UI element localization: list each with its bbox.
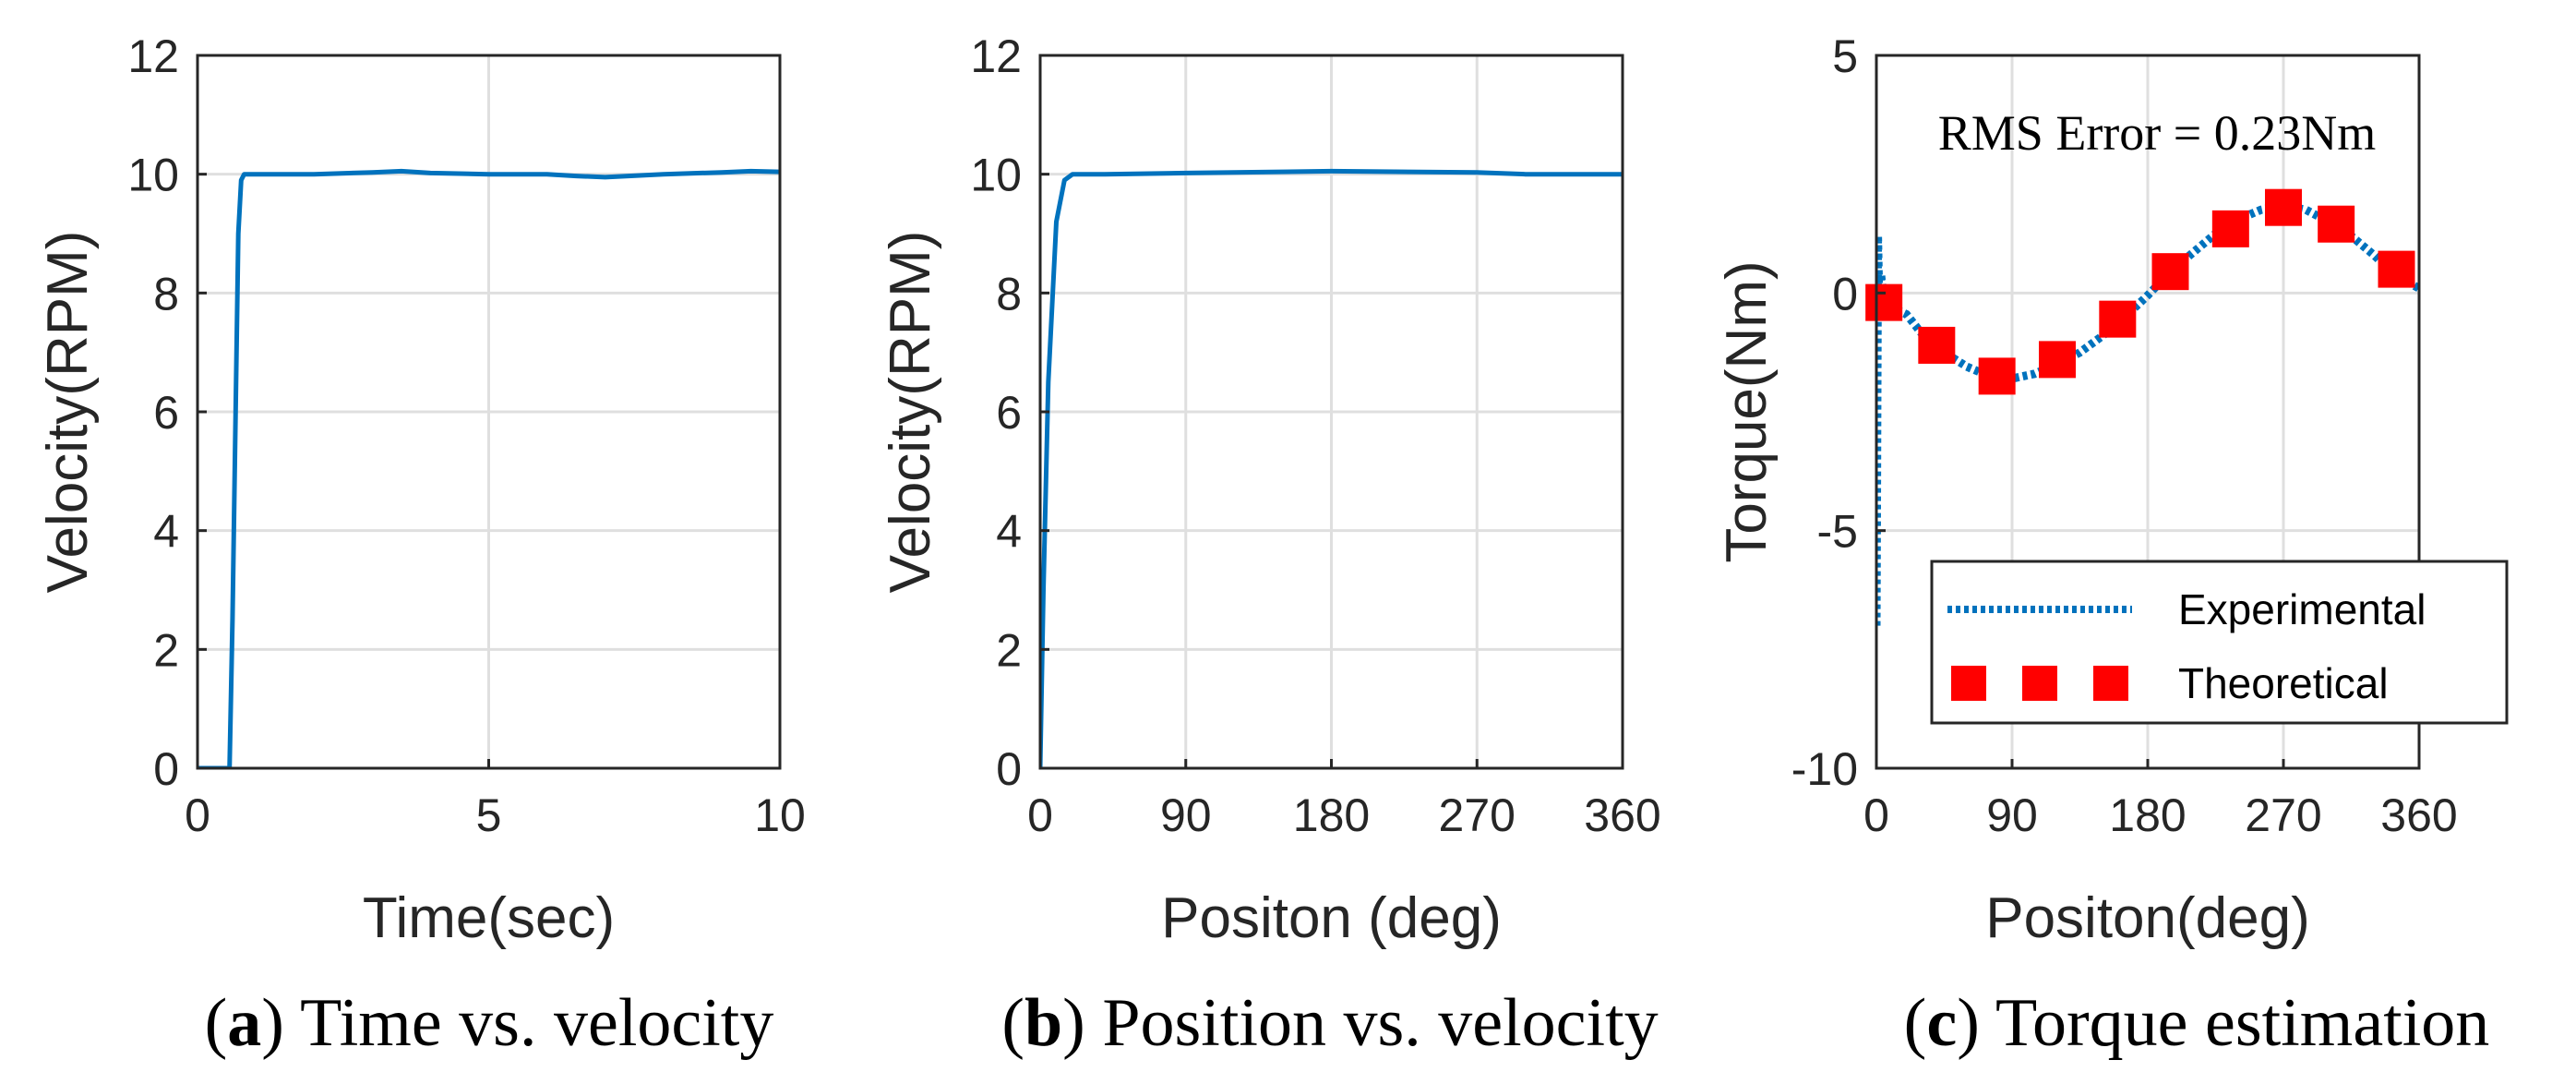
chart-c-legend-experimental-label: Experimental xyxy=(2178,585,2426,633)
chart-a-xtick-label-0: 0 xyxy=(185,789,210,841)
chart-a-ytick-label-4: 8 xyxy=(153,268,179,319)
chart-c-series-theoretical-marker-8 xyxy=(2318,205,2355,243)
chart-c-xtick-label-3: 270 xyxy=(2245,789,2321,841)
chart-c-xtick-label-0: 0 xyxy=(1863,789,1889,841)
chart-b-ytick-label-4: 8 xyxy=(996,268,1022,319)
chart-a-xlabel: Time(sec) xyxy=(363,886,615,950)
chart-b-ylabel: Velocity(RPM) xyxy=(879,231,942,594)
chart-c: 0 90 180 270 360 -10 -5 0 5 Positon(deg) Torque(Nm… xyxy=(1715,30,2509,1061)
chart-b-caption: (b) Position vs. velocity xyxy=(1001,985,1658,1061)
chart-b-xtick-label-4: 360 xyxy=(1584,789,1660,841)
chart-c-legend-theoretical-swatch-2 xyxy=(2093,666,2128,701)
chart-b-xtick-label-3: 270 xyxy=(1439,789,1516,841)
chart-c-xtick-label-1: 90 xyxy=(1986,789,2038,841)
chart-a: 0 5 10 0 2 4 6 8 10 12 Time(sec) Velocity(RPM) (a) T… xyxy=(36,30,806,1061)
chart-c-series-theoretical-marker-5 xyxy=(2151,253,2189,291)
chart-a-ytick-label-3: 6 xyxy=(153,387,179,439)
chart-c-series-theoretical-marker-1 xyxy=(1918,326,1956,364)
chart-c-caption-open-paren: ( xyxy=(1904,985,1927,1061)
chart-c-ytick-label-2: 0 xyxy=(1832,268,1858,319)
chart-b-ytick-label-1: 2 xyxy=(996,624,1022,676)
chart-b-ytick-label-3: 6 xyxy=(996,387,1022,439)
chart-c-caption-letter: c xyxy=(1926,985,1957,1061)
chart-a-caption-close-paren: ) xyxy=(261,985,300,1061)
chart-c-legend-theoretical-swatch-0 xyxy=(1951,666,1986,701)
chart-b-xtick-label-2: 180 xyxy=(1293,789,1370,841)
chart-a-xtick-label-2: 10 xyxy=(754,789,806,841)
chart-a-ytick-label-2: 4 xyxy=(153,506,179,558)
chart-c-series-theoretical-marker-7 xyxy=(2265,188,2302,226)
chart-b-caption-open-paren: ( xyxy=(1001,985,1024,1061)
chart-c-ylabel: Torque(Nm) xyxy=(1715,260,1779,562)
chart-c-caption-text: Torque estimation xyxy=(1995,985,2489,1061)
chart-b-xtick-label-1: 90 xyxy=(1160,789,1212,841)
chart-c-series-theoretical-marker-3 xyxy=(2039,341,2076,379)
chart-b-caption-text: Position vs. velocity xyxy=(1102,985,1658,1061)
chart-b-ytick-label-5: 10 xyxy=(970,150,1022,201)
chart-a-ytick-label-0: 0 xyxy=(153,743,179,795)
chart-c-ytick-label-3: 5 xyxy=(1832,30,1858,82)
chart-a-xtick-label-1: 5 xyxy=(476,789,502,841)
chart-c-xtick-label-2: 180 xyxy=(2109,789,2186,841)
chart-b-ytick-label-0: 0 xyxy=(996,743,1022,795)
chart-a-ytick-label-5: 10 xyxy=(127,150,179,201)
chart-c-series-theoretical-marker-6 xyxy=(2211,210,2249,247)
chart-b-caption-close-paren: ) xyxy=(1062,985,1102,1061)
chart-c-legend: Experimental Theoretical xyxy=(1930,560,2509,725)
chart-c-caption-close-paren: ) xyxy=(1957,985,1995,1061)
chart-c-ytick-label-1: -5 xyxy=(1817,506,1858,558)
chart-a-ytick-label-6: 12 xyxy=(127,30,179,82)
chart-a-series-velocity-line xyxy=(198,168,780,768)
chart-c-caption: (c) Torque estimation xyxy=(1904,985,2490,1061)
chart-b-xlabel: Positon (deg) xyxy=(1161,886,1502,950)
chart-b-series-velocity-line xyxy=(1040,168,1623,768)
chart-b-caption-letter: b xyxy=(1024,985,1062,1061)
chart-c-series-theoretical-marker-9 xyxy=(2378,250,2415,288)
chart-a-ylabel: Velocity(RPM) xyxy=(36,231,100,594)
chart-a-caption-text: Time vs. velocity xyxy=(300,985,773,1061)
chart-a-ytick-label-1: 2 xyxy=(153,624,179,676)
chart-c-series-theoretical-marker-2 xyxy=(1978,357,2016,395)
chart-c-ytick-label-0: -10 xyxy=(1791,743,1858,795)
chart-b-xtick-label-0: 0 xyxy=(1027,789,1053,841)
chart-b-ytick-label-6: 12 xyxy=(970,30,1022,82)
chart-a-caption-letter: a xyxy=(227,985,261,1061)
chart-c-legend-theoretical-label: Theoretical xyxy=(2178,659,2389,707)
chart-c-series-theoretical xyxy=(1865,188,2415,395)
chart-a-caption-open-paren: ( xyxy=(205,985,228,1061)
chart-b: 0 90 180 270 360 0 2 4 6 8 10 12 Positon (deg) Veloci… xyxy=(879,30,1661,1061)
chart-b-ytick-label-2: 4 xyxy=(996,506,1022,558)
chart-c-series-theoretical-marker-0 xyxy=(1865,283,1903,321)
chart-a-caption: (a) Time vs. velocity xyxy=(205,985,774,1061)
chart-c-legend-theoretical-swatch-1 xyxy=(2022,666,2057,701)
chart-c-xlabel: Positon(deg) xyxy=(1985,886,2310,950)
chart-c-series-theoretical-marker-4 xyxy=(2099,300,2137,338)
chart-c-xtick-label-4: 360 xyxy=(2380,789,2457,841)
chart-c-annotation: RMS Error = 0.23Nm xyxy=(1938,105,2376,161)
